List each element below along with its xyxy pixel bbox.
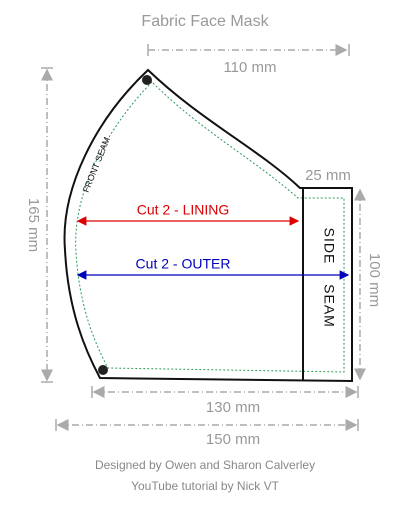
lining-label: Cut 2 - LINING (137, 202, 230, 218)
seam-label: SEAM (321, 284, 337, 328)
front-seam-label: FRONT SEAM (81, 136, 112, 194)
dim-label: 110 mm (223, 59, 276, 76)
credit: Designed by Owen and Sharon Calverley (95, 458, 315, 472)
dim-label: 165 mm (25, 198, 42, 252)
title: Fabric Face Mask (141, 13, 269, 30)
mask-outline (63, 68, 353, 383)
pin-dot (142, 75, 152, 85)
outer-label: Cut 2 - OUTER (136, 256, 231, 272)
pin-dot (98, 365, 108, 375)
seam-allowance (75, 81, 345, 373)
credit: YouTube tutorial by Nick VT (131, 479, 280, 493)
dim-label: 25 mm (305, 167, 351, 184)
dim-label: 130 mm (206, 399, 260, 416)
dim-label: 150 mm (206, 431, 260, 448)
dim-label: 100 mm (366, 253, 383, 307)
side-label: SIDE (321, 228, 337, 265)
